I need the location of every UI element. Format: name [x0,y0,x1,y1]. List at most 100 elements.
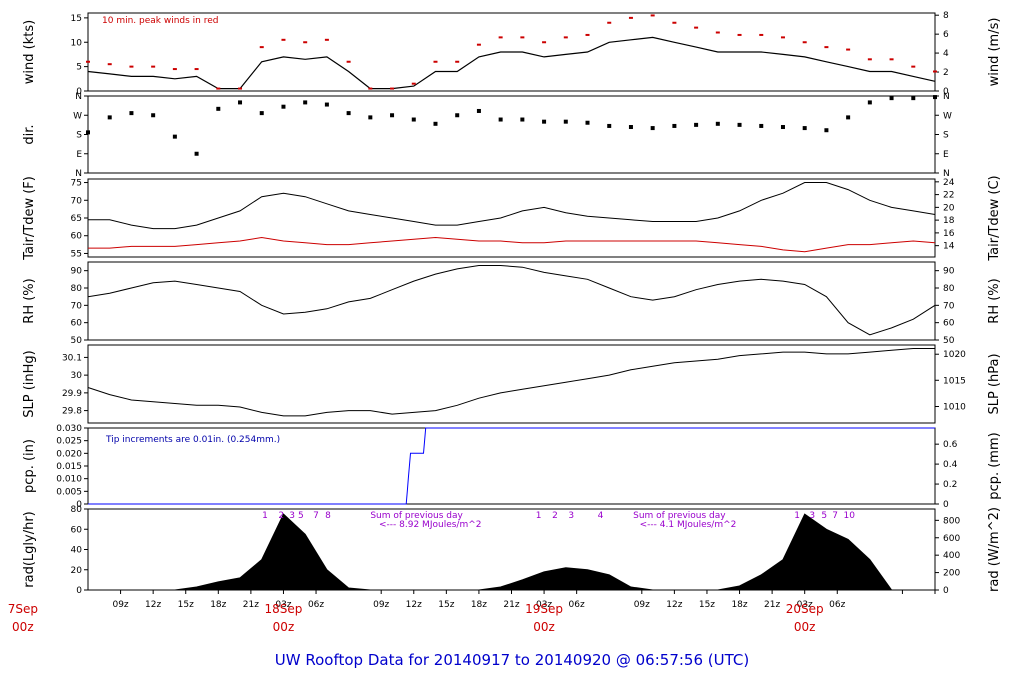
axis-label-right: wind (m/s) [987,18,1002,87]
gust-point [129,65,134,68]
panel-frame [87,344,936,424]
hour-label: 03z [536,600,552,610]
dir-point [542,119,547,124]
ytick-label-left: 20 [71,566,83,576]
ytick-label-right: 60 [943,319,955,329]
ytick-label-left: N [75,169,82,179]
gust-point [824,46,829,49]
panel-slp: SLP (inHg) SLP (hPa) 29.8 29.9 30 30.1 1010 101… [22,344,1002,424]
day-label: 19Sep [525,602,563,616]
ytick-label-right: 0 [943,87,949,97]
hour-label: 15z [699,600,715,610]
rad-annotation: 5 [821,511,827,521]
dir-point [172,134,177,139]
ytick-label-left: 0.015 [56,462,82,472]
axis-label-right: SLP (hPa) [987,353,1002,414]
ytick-label-right: 800 [943,516,960,526]
ytick-label-right: S [943,131,949,141]
day-sub-label: 00z [273,620,295,634]
hour-label: 15z [178,600,194,610]
rad-annotation: 4 [598,511,604,521]
hour-label: 12z [666,600,682,610]
hour-label: 21z [243,600,259,610]
ytick-label-right: 50 [943,336,955,346]
dir-point [780,125,785,130]
ytick-label-left: 60 [71,319,83,329]
dir-point [824,128,829,133]
rad-annotation: 1 [536,511,542,521]
axis-label-left: rad(Lgly/hr) [22,511,37,587]
gust-point [172,68,177,71]
dir-point [607,123,612,128]
time-axis: 09z 12z 15z 18z 21z 03z 06z 09z 12z 15z 18z 21z 03z 0… [8,590,936,634]
ytick-label-left: 5 [76,63,82,73]
dir-point [238,100,243,105]
ytick-label-left: 0.030 [56,424,82,434]
gust-point [737,33,742,36]
hour-label: 18z [471,600,487,610]
gust-point [151,65,156,68]
gust-point [107,63,112,66]
gust-point [324,38,329,41]
hour-label: 12z [145,600,161,610]
gust-point [368,87,373,90]
ytick-label-left: 60 [71,232,83,242]
ytick-label-left: 0.005 [56,487,82,497]
hour-label: 21z [503,600,519,610]
gust-point [715,31,720,34]
day-label: 20Sep [786,602,824,616]
ytick-label-left: 0.020 [56,449,82,459]
rad-annotation: 7 [832,511,838,521]
pcp-annotation: Tip increments are 0.01in. (0.254mm.) [105,435,280,445]
ytick-label-left: N [75,92,82,102]
gust-point [585,33,590,36]
ytick-label-left: 80 [71,505,83,515]
ytick-label-right: 70 [943,301,955,311]
dir-point [585,120,590,125]
gust-point [259,46,264,49]
gust-point [281,38,286,41]
gust-point [303,41,308,44]
gust-point [650,14,655,17]
ytick-label-left: 0 [76,87,82,97]
ytick-label-right: 2 [943,68,949,78]
ytick-label-right: 0.2 [943,480,957,490]
rad-annotation: 3 [289,511,295,521]
rad-annotation: 2 [278,511,284,521]
hour-label: 06z [569,600,585,610]
dir-point [107,115,112,120]
ytick-label-right: 0.4 [943,460,958,470]
ytick-label-left: 50 [71,336,83,346]
gust-point [498,36,503,39]
wind-annotation: 10 min. peak winds in red [102,16,219,26]
dir-point [889,96,894,101]
ytick-label-left: 75 [71,179,82,189]
hour-label: 15z [438,600,454,610]
rad-annotation: 7 [313,511,319,521]
dir-point [715,121,720,126]
chart-title: UW Rooftop Data for 20140917 to 20140920… [275,651,749,669]
ytick-label-left: 0.010 [56,475,82,485]
hour-label: 09z [112,600,128,610]
ytick-label-right: 24 [943,178,955,188]
ytick-label-right: 600 [943,534,960,544]
ytick-label-right: 80 [943,284,955,294]
panel-rad: rad(Lgly/hr) rad (W/m^2)02040608002004006… [22,505,1002,596]
axis-label-right: RH (%) [987,278,1002,323]
dir-point [846,115,851,120]
ytick-label-left: 70 [71,301,83,311]
ytick-label-right: 8 [943,11,949,21]
dir-point [455,113,460,118]
dir-point [933,95,937,100]
dir-point [650,126,655,131]
panel-frame [87,261,936,341]
rad-annotation: <--- 8.92 MJoules/m^2 [379,520,481,530]
ytick-label-right: 400 [943,551,960,561]
hour-label: 12z [406,600,422,610]
dir-point [324,102,329,107]
rad-area [153,513,893,591]
gust-point [802,41,807,44]
hour-label: 03z [797,600,813,610]
slp-line [87,348,935,417]
axis-label-left: SLP (inHg) [22,350,37,418]
